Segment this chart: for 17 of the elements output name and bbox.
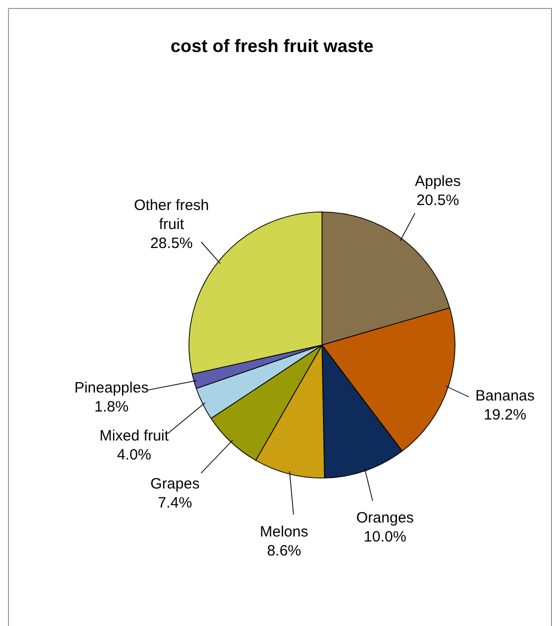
data-label: 20.5% [416,192,460,209]
data-label: 28.5% [150,234,193,252]
slice-label: Bananas [475,388,535,405]
data-label: 4.0% [116,446,152,464]
data-label: 10.0% [364,528,406,546]
data-label: 8.6% [266,542,302,560]
slice-label: Mixed fruit [99,428,170,445]
slice-label: Pineapples [74,380,149,397]
chart-title: cost of fresh fruit waste [170,36,374,56]
slice-label: Apples [414,172,461,190]
slice-label: Grapes [150,476,200,493]
slice-label: Other fresh fruit [134,196,210,233]
data-label: 19.2% [484,406,526,424]
slice-label: Melons [260,524,308,541]
data-label: 1.8% [94,398,129,416]
data-label: 7.4% [158,494,192,512]
slice-label: Oranges [356,509,414,526]
